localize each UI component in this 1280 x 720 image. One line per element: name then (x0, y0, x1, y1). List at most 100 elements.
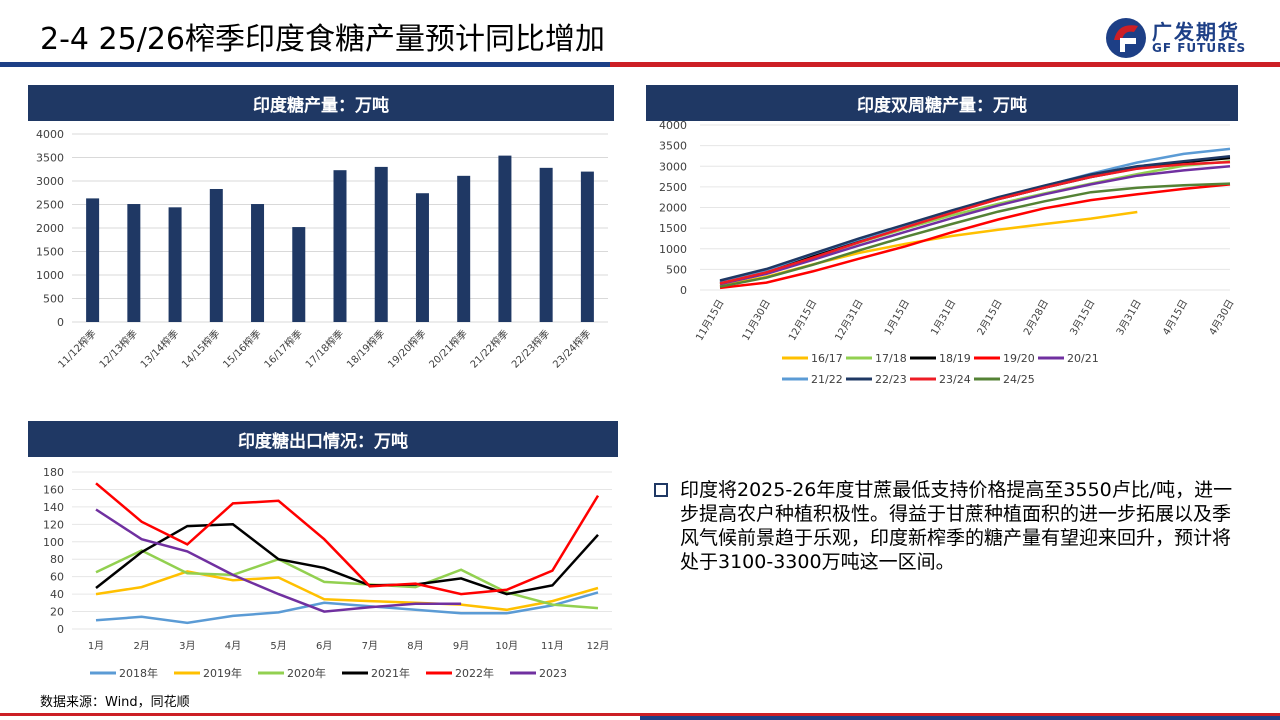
y-tick-label: 3000 (36, 175, 64, 188)
bar (580, 171, 594, 322)
bullet-square-icon (654, 483, 668, 497)
legend-label: 19/20 (1003, 352, 1035, 365)
y-tick-label: 20 (50, 606, 64, 619)
y-tick-label: 0 (57, 316, 64, 329)
commentary: 印度将2025-26年度甘蔗最低支持价格提高至3550卢比/吨，进一步提高农户种… (654, 478, 1244, 574)
x-tick-label: 11月30日 (740, 298, 773, 343)
legend-label: 2018年 (119, 666, 158, 680)
series-line-20/21 (719, 165, 1231, 286)
x-tick-label: 16/17榨季 (261, 327, 305, 371)
legend-label: 23/24 (939, 373, 971, 386)
x-tick-label: 9月 (453, 640, 469, 652)
y-tick-label: 2000 (36, 222, 64, 235)
x-tick-label: 15/16榨季 (220, 327, 264, 371)
y-tick-label: 3500 (659, 140, 687, 153)
page-title: 2-4 25/26榨季印度食糖产量预计同比增加 (40, 22, 605, 57)
x-tick-label: 12/13榨季 (96, 327, 140, 371)
series-line-19/20 (719, 183, 1231, 290)
bar (127, 204, 141, 322)
y-tick-label: 1000 (36, 269, 64, 282)
x-tick-label: 20/21榨季 (426, 327, 470, 371)
x-tick-label: 4月30日 (1207, 298, 1237, 338)
series-line-2021年 (95, 523, 599, 596)
logo-text-cn: 广发期货 (1152, 20, 1240, 44)
x-tick-label: 12月 (587, 640, 610, 652)
bar (539, 167, 553, 322)
bar (251, 204, 265, 322)
legend-label: 2020年 (287, 666, 326, 680)
logo-text-en: GF FUTURES (1152, 41, 1247, 55)
x-tick-label: 19/20榨季 (385, 327, 429, 371)
y-tick-label: 0 (57, 623, 64, 636)
y-tick-label: 1500 (36, 246, 64, 259)
commentary-text: 印度将2025-26年度甘蔗最低支持价格提高至3550卢比/吨，进一步提高农户种… (680, 479, 1233, 573)
x-tick-label: 10月 (495, 640, 518, 652)
x-tick-label: 12月31日 (833, 298, 866, 343)
legend-label: 17/18 (875, 352, 907, 365)
bar (498, 155, 512, 322)
legend-label: 16/17 (811, 352, 843, 365)
y-tick-label: 160 (43, 483, 64, 496)
x-tick-label: 13/14榨季 (137, 327, 181, 371)
x-tick-label: 6月 (316, 640, 332, 652)
y-tick-label: 180 (43, 466, 64, 479)
x-tick-label: 3月15日 (1068, 298, 1098, 338)
y-tick-label: 2000 (659, 202, 687, 215)
legend-label: 20/21 (1067, 352, 1099, 365)
y-tick-label: 0 (680, 284, 687, 297)
y-tick-label: 3000 (659, 160, 687, 173)
chart2-header: 印度双周糖产量：万吨 (646, 85, 1238, 121)
chart1-bar-production: 0500100015002000250030003500400011/12榨季1… (36, 128, 608, 371)
y-tick-label: 2500 (36, 199, 64, 212)
bar (415, 193, 429, 322)
series-line-2018年 (95, 591, 599, 625)
legend-label: 24/25 (1003, 373, 1035, 386)
x-tick-label: 14/15榨季 (179, 327, 223, 371)
bar (292, 227, 306, 322)
y-tick-label: 80 (50, 553, 64, 566)
y-tick-label: 500 (666, 263, 687, 276)
x-tick-label: 11月15日 (693, 298, 726, 343)
x-tick-label: 3月 (179, 640, 195, 652)
legend-label: 2019年 (203, 666, 242, 680)
y-tick-label: 100 (43, 536, 64, 549)
series-line-2019年 (95, 570, 599, 612)
x-tick-label: 5月 (270, 640, 286, 652)
series-line-24/25 (719, 182, 1231, 288)
header-divider-blue (0, 62, 610, 67)
bar (457, 175, 471, 322)
y-tick-label: 60 (50, 571, 64, 584)
y-tick-label: 40 (50, 588, 64, 601)
y-tick-label: 500 (43, 293, 64, 306)
x-tick-label: 2月15日 (975, 298, 1005, 338)
series-line-2020年 (95, 549, 599, 610)
x-tick-label: 22/23榨季 (509, 327, 553, 371)
y-tick-label: 120 (43, 518, 64, 531)
series-line-2022年 (95, 482, 600, 596)
gf-logo: 广发期货 GF FUTURES (1104, 16, 1264, 62)
bar (168, 207, 182, 322)
chart1-header: 印度糖产量：万吨 (28, 85, 614, 121)
legend-label: 2021年 (371, 666, 410, 680)
series-line-22/23 (719, 155, 1231, 282)
data-source: 数据来源：Wind，同花顺 (40, 695, 190, 710)
x-tick-label: 21/22榨季 (467, 327, 511, 371)
x-tick-label: 18/19榨季 (344, 327, 388, 371)
bar (86, 198, 100, 322)
legend-label: 18/19 (939, 352, 971, 365)
series-line-23/24 (719, 160, 1231, 285)
footer-divider-red (0, 713, 1280, 716)
chart2-line-biweekly: 0 500 1000 1500 2000 2500 3000 3500 4000 11月15日 11… (659, 119, 1237, 386)
y-tick-label: 140 (43, 501, 64, 514)
y-tick-label: 4000 (36, 128, 64, 141)
legend-label: 21/22 (811, 373, 843, 386)
header-divider-red (610, 62, 1280, 67)
x-tick-label: 3月31日 (1114, 297, 1144, 337)
x-tick-label: 8月 (407, 640, 423, 652)
x-tick-label: 1月31日 (928, 298, 958, 338)
x-tick-label: 23/24榨季 (550, 327, 594, 371)
x-tick-label: 11/12榨季 (55, 327, 99, 371)
y-tick-label: 4000 (659, 119, 687, 132)
y-tick-label: 1000 (659, 243, 687, 256)
series-line-2023 (95, 508, 462, 613)
